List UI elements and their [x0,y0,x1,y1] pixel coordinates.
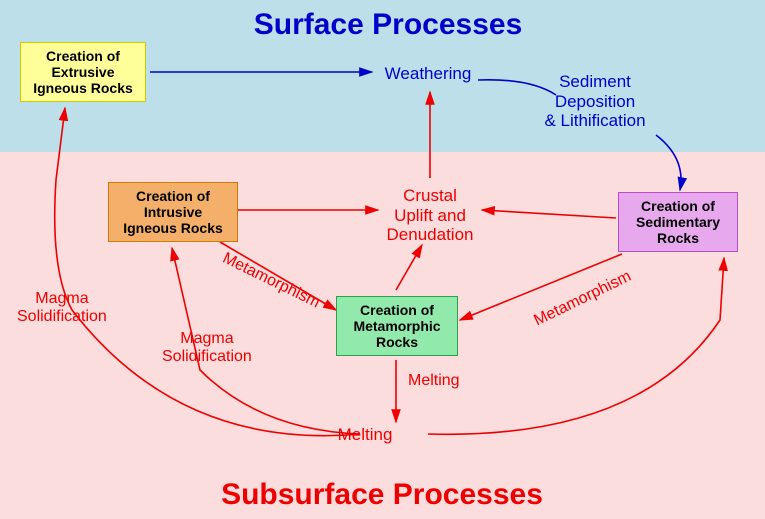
node-sedimentary: Creation of Sedimentary Rocks [618,192,738,252]
node-weathering: Weathering [385,64,472,84]
edge-label-melting: Melting [408,372,460,390]
node-crustal-uplift: Crustal Uplift and Denudation [387,186,474,245]
surface-title: Surface Processes [254,8,523,42]
edge-label-magma-solidification-2: Magma Solidification [162,330,252,367]
diagram-canvas: Surface Processes Subsurface Processes C… [0,0,765,519]
node-sediment-deposition: Sediment Deposition & Lithification [544,72,645,131]
node-extrusive-igneous: Creation of Extrusive Igneous Rocks [20,42,146,102]
edge-label-magma-solidification-1: Magma Solidification [17,290,107,327]
node-metamorphic: Creation of Metamorphic Rocks [336,296,458,356]
node-melting: Melting [338,425,393,445]
node-intrusive-igneous: Creation of Intrusive Igneous Rocks [108,182,238,242]
subsurface-title: Subsurface Processes [221,478,543,512]
